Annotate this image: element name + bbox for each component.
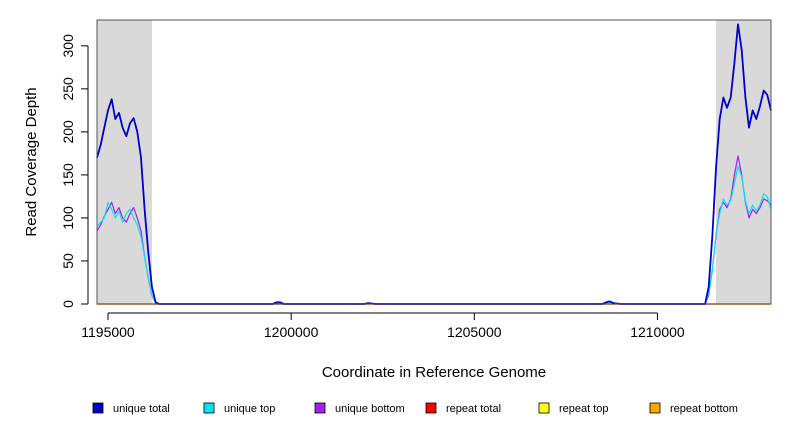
legend-item-repeat-total: repeat total bbox=[425, 402, 501, 415]
y-tick-label: 0 bbox=[60, 300, 76, 308]
series-lines bbox=[96, 23, 772, 305]
x-tick-label: 1200000 bbox=[264, 324, 319, 340]
legend-label: repeat total bbox=[446, 403, 501, 415]
legend-label: repeat bottom bbox=[670, 403, 738, 415]
shaded-regions bbox=[97, 20, 771, 304]
legend-item-repeat-top: repeat top bbox=[538, 402, 609, 415]
y-tick-label: 100 bbox=[60, 206, 76, 230]
legend-swatch bbox=[425, 402, 437, 414]
y-tick-label: 200 bbox=[60, 120, 76, 144]
y-axis: 0 50 100 150 200 250 300 bbox=[60, 34, 89, 308]
legend: unique total unique top unique bottom repea… bbox=[92, 402, 738, 415]
legend-swatch bbox=[538, 402, 550, 414]
x-tick-label: 1205000 bbox=[447, 324, 502, 340]
legend-swatch bbox=[92, 402, 104, 414]
y-tick-label: 250 bbox=[60, 77, 76, 101]
x-tick-label: 1210000 bbox=[630, 324, 685, 340]
x-axis-label: Coordinate in Reference Genome bbox=[322, 364, 546, 381]
legend-item-unique-total: unique total bbox=[92, 402, 170, 415]
plot-frame bbox=[96, 19, 772, 305]
legend-swatch bbox=[203, 402, 215, 414]
legend-item-unique-top: unique top bbox=[203, 402, 275, 415]
y-axis-label: Read Coverage Depth bbox=[23, 87, 40, 236]
legend-label: repeat top bbox=[559, 403, 609, 415]
y-tick-label: 50 bbox=[60, 253, 76, 269]
legend-label: unique top bbox=[224, 403, 275, 415]
y-tick-label: 300 bbox=[60, 34, 76, 58]
legend-label: unique bottom bbox=[335, 403, 405, 415]
series-line-unique-top bbox=[96, 165, 772, 305]
shaded-region-0 bbox=[97, 20, 152, 304]
y-tick-label: 150 bbox=[60, 163, 76, 187]
x-axis: 1195000 1200000 1205000 1210000 bbox=[81, 312, 685, 340]
legend-swatch bbox=[314, 402, 326, 414]
legend-item-repeat-bottom: repeat bottom bbox=[649, 402, 738, 415]
x-tick-label: 1195000 bbox=[81, 324, 135, 340]
series-line-unique-total bbox=[96, 23, 772, 305]
series-line-unique-bottom bbox=[96, 155, 772, 305]
legend-item-unique-bottom: unique bottom bbox=[314, 402, 405, 415]
legend-swatch bbox=[649, 402, 661, 414]
legend-label: unique total bbox=[113, 403, 170, 415]
